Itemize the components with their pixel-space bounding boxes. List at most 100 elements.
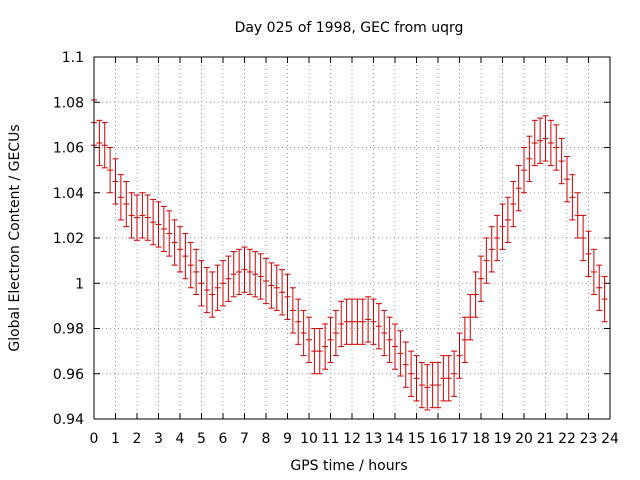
- x-tick-label: 18: [472, 431, 490, 447]
- data-point: [488, 226, 495, 273]
- data-point: [209, 271, 216, 318]
- data-point: [225, 255, 232, 302]
- data-point: [418, 361, 425, 409]
- data-point: [332, 309, 339, 357]
- y-tick-label: 0.94: [53, 412, 84, 428]
- x-tick-label: 5: [197, 431, 206, 447]
- data-point: [193, 248, 200, 296]
- data-point: [499, 203, 506, 250]
- data-point: [354, 298, 361, 345]
- data-point: [349, 298, 355, 345]
- data-point: [456, 332, 463, 379]
- tick-labels: 0 1 2 3 4 5 6 7 8 9 10 11 12 13 14 15 16 17 18 19 20 21 22 23 24…: [53, 50, 619, 447]
- data-point: [139, 192, 146, 239]
- data-point: [96, 119, 103, 167]
- data-point: [252, 251, 259, 298]
- data-point: [338, 300, 345, 348]
- x-tick-label: 22: [558, 431, 576, 447]
- data-point: [531, 119, 538, 167]
- data-point: [311, 328, 318, 375]
- chart-title: Day 025 of 1998, GEC from uqrg: [235, 20, 464, 36]
- data-point: [268, 262, 275, 309]
- data-point: [295, 298, 302, 345]
- x-tick-label: 6: [219, 431, 228, 447]
- data-point: [220, 260, 226, 307]
- data-point: [257, 253, 264, 300]
- data-point: [144, 194, 151, 241]
- plot-frame: [93, 56, 611, 420]
- data-point: [510, 180, 517, 228]
- data-point: [370, 298, 377, 345]
- series-gec: [91, 99, 608, 411]
- data-point: [542, 115, 549, 162]
- data-point: [397, 330, 404, 377]
- x-tick-label: 13: [365, 431, 383, 447]
- x-tick-label: 2: [133, 431, 142, 447]
- data-point: [214, 264, 221, 311]
- data-point: [230, 251, 237, 298]
- data-point: [177, 226, 183, 273]
- data-point: [413, 355, 420, 402]
- data-point: [322, 323, 329, 370]
- data-point: [300, 309, 307, 357]
- data-point: [166, 210, 173, 257]
- data-point: [155, 201, 162, 248]
- data-point: [107, 147, 114, 194]
- data-point: [279, 269, 286, 316]
- data-point: [134, 194, 140, 241]
- data-point: [203, 266, 210, 314]
- x-tick-label: 4: [176, 431, 185, 447]
- data-point: [435, 361, 441, 409]
- data-point: [392, 323, 398, 370]
- data-point: [521, 147, 527, 194]
- data-point: [515, 165, 522, 212]
- x-axis-label: GPS time / hours: [290, 458, 407, 474]
- data-point: [574, 192, 581, 239]
- x-tick-label: 14: [386, 431, 404, 447]
- data-point: [241, 246, 248, 293]
- data-point: [365, 296, 372, 343]
- axis-ticks: [93, 56, 611, 420]
- data-point: [580, 214, 587, 262]
- data-point: [386, 316, 393, 363]
- data-point: [483, 237, 490, 284]
- data-point: [402, 341, 409, 388]
- data-point: [526, 135, 533, 182]
- y-tick-label: 1: [75, 276, 84, 292]
- x-tick-label: 8: [262, 431, 271, 447]
- data-point: [451, 350, 458, 397]
- x-tick-label: 11: [322, 431, 340, 447]
- data-point: [504, 196, 511, 244]
- data-point: [564, 156, 570, 203]
- y-tick-label: 1.02: [53, 231, 84, 247]
- x-tick-label: 12: [343, 431, 361, 447]
- data-point: [467, 294, 474, 341]
- data-point: [316, 328, 323, 375]
- data-point: [289, 287, 296, 334]
- data-point: [440, 355, 447, 402]
- x-tick-label: 1: [111, 431, 120, 447]
- x-tick-label: 10: [300, 431, 318, 447]
- data-point: [424, 364, 431, 411]
- y-axis-label: Global Electron Content / GECUs: [7, 124, 23, 351]
- data-point: [246, 248, 253, 296]
- x-tick-label: 7: [240, 431, 249, 447]
- x-tick-label: 21: [537, 431, 555, 447]
- x-tick-label: 20: [515, 431, 533, 447]
- x-tick-label: 23: [580, 431, 598, 447]
- data-point: [150, 199, 157, 246]
- data-point: [160, 205, 167, 253]
- y-tick-label: 1.1: [62, 50, 84, 66]
- data-point: [306, 316, 312, 363]
- data-point: [381, 309, 388, 357]
- data-point: [558, 137, 565, 185]
- data-point: [445, 355, 452, 402]
- data-point: [273, 264, 280, 311]
- data-point: [553, 124, 560, 171]
- data-point: [123, 180, 130, 228]
- x-tick-label: 0: [90, 431, 99, 447]
- data-point: [187, 242, 194, 289]
- data-point: [408, 350, 415, 397]
- data-point: [494, 214, 501, 262]
